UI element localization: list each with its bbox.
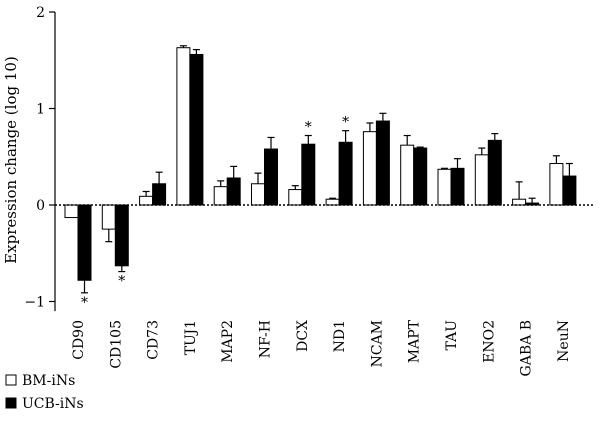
x-category-label: CD90	[71, 320, 87, 360]
legend: BM-iNs UCB-iNs	[5, 373, 84, 412]
error-bars	[81, 45, 573, 294]
x-category-label: GABA B	[519, 320, 535, 376]
x-category-label: NCAM	[369, 320, 385, 367]
x-category-label: MAPT	[407, 319, 423, 363]
bar-bm-ins-mapt	[400, 144, 415, 206]
bar-ucb-ins-cd73	[152, 183, 167, 206]
legend-swatch	[5, 397, 17, 409]
bar-ucb-ins-eno2	[487, 139, 502, 206]
legend-swatch	[5, 374, 17, 386]
bar-bm-ins-gaba-b	[512, 198, 527, 206]
significance-star: *	[305, 120, 312, 136]
legend-label: BM-iNs	[22, 373, 75, 389]
significance-star: *	[118, 274, 125, 290]
significance-star: *	[342, 115, 349, 131]
x-axis-labels: CD90 CD105 CD73 TUJ1 MAP2 NF-H DCX ND1 NCAM MAPT T…	[71, 319, 572, 376]
x-category-label: DCX	[295, 320, 311, 352]
bar-ucb-ins-mapt	[413, 147, 428, 206]
bar-bm-ins-tau	[437, 168, 452, 206]
bar-ucb-ins-map2	[226, 177, 241, 206]
legend-label: UCB-iNs	[22, 396, 84, 412]
bar-bm-ins-cd73	[139, 195, 154, 206]
y-axis-title: Expression change (log 10)	[2, 56, 20, 264]
x-category-label: MAP2	[220, 320, 236, 363]
y-tick-label: 0	[36, 198, 45, 214]
bar-bm-ins-neun	[549, 163, 564, 206]
x-category-label: TAU	[444, 320, 460, 351]
bar-bm-ins-nf-h	[251, 183, 265, 206]
significance-markers: * * * *	[81, 115, 349, 311]
x-category-label: ND1	[332, 320, 348, 352]
significance-star: *	[81, 295, 88, 311]
x-category-label: ENO2	[481, 320, 497, 363]
bar-bm-ins-dcx	[288, 189, 303, 206]
bar-ucb-ins-neun	[562, 175, 577, 206]
bar-ucb-ins-tuj1	[189, 53, 204, 206]
x-category-label: CD105	[108, 320, 124, 369]
bar-ucb-ins-ncam	[375, 120, 390, 206]
bar-ucb-ins-cd105	[114, 204, 129, 267]
x-category-label: CD73	[146, 320, 162, 360]
x-category-label: NF-H	[258, 320, 274, 358]
x-category-label: TUJ1	[183, 320, 199, 355]
y-tick-label: 2	[36, 5, 45, 21]
bar-ucb-ins-nd1	[338, 141, 353, 206]
y-tick-label: −1	[24, 295, 45, 311]
bar-bm-ins-nd1	[325, 198, 340, 206]
bar-ucb-ins-nf-h	[264, 148, 278, 206]
bar-bm-ins-map2	[213, 186, 228, 206]
x-category-label: NeuN	[556, 320, 572, 362]
y-tick-label: 1	[36, 102, 45, 118]
bar-ucb-ins-cd90	[77, 204, 92, 281]
y-axis: −1 0 1 2	[24, 5, 56, 312]
bar-bm-ins-cd90	[64, 204, 79, 219]
bar-bm-ins-tuj1	[176, 47, 191, 206]
bar-ucb-ins-tau	[450, 167, 465, 206]
bar-bm-ins-cd105	[101, 204, 116, 230]
bar-bm-ins-eno2	[474, 154, 489, 206]
bar-ucb-ins-dcx	[301, 143, 316, 206]
bars	[64, 47, 577, 281]
bar-bm-ins-ncam	[362, 131, 377, 206]
